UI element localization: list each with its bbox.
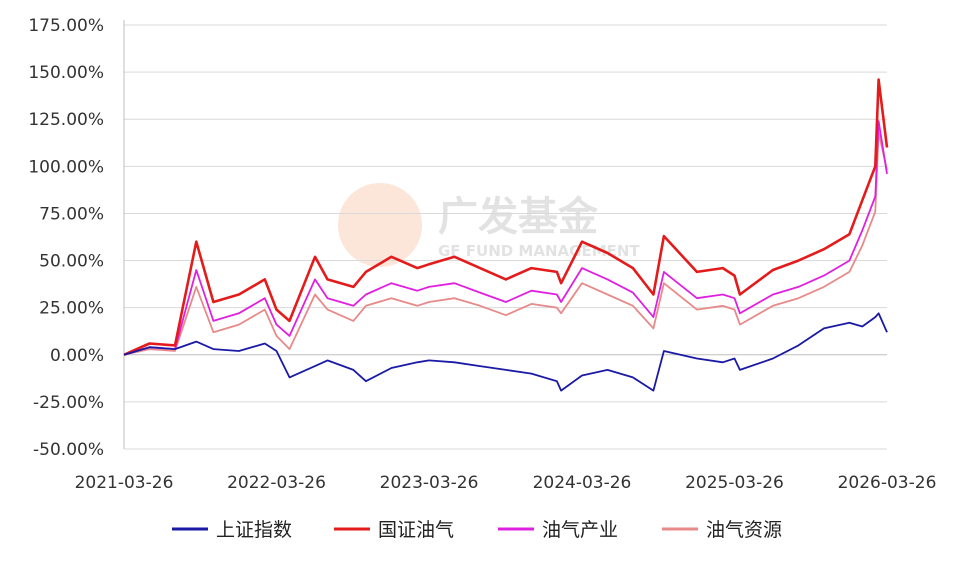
x-tick-label: 2023-03-26	[380, 473, 479, 493]
x-tick-label: 2026-03-26	[838, 473, 937, 493]
watermark-sub-text: GF FUND MANAGEMENT	[438, 242, 640, 260]
series-lines	[123, 78, 889, 392]
watermark-brand-text: 广发基金	[438, 194, 599, 240]
series-line-2	[123, 78, 889, 356]
legend-label: 上证指数	[216, 519, 292, 541]
y-tick-label: -25.00%	[33, 393, 104, 413]
x-tick-label: 2022-03-26	[227, 473, 326, 493]
y-axis-labels: 175.00% 150.00% 125.00% 100.00% 75.00% 50.00%…	[28, 16, 104, 460]
watermark: 广发基金 GF FUND MANAGEMENT	[338, 183, 640, 267]
x-tick-label: 2021-03-26	[75, 473, 174, 493]
y-tick-label: 150.00%	[28, 63, 104, 83]
y-tick-label: 0.00%	[50, 346, 104, 366]
series-line-3	[123, 120, 888, 356]
y-tick-label: 175.00%	[28, 16, 104, 36]
x-tick-label: 2024-03-26	[533, 473, 632, 493]
series-line-1	[123, 312, 888, 392]
axes	[123, 20, 887, 449]
y-tick-label: 25.00%	[39, 299, 104, 319]
legend-label: 国证油气	[378, 519, 454, 541]
watermark-logo-icon	[338, 183, 422, 267]
grid-lines	[124, 24, 887, 450]
series-line-4	[123, 131, 888, 356]
legend: 上证指数 国证油气 油气产业 油气资源	[172, 519, 782, 541]
y-tick-label: 50.00%	[39, 252, 104, 272]
y-tick-label: 75.00%	[39, 204, 104, 224]
y-tick-label: 100.00%	[28, 157, 104, 177]
legend-label: 油气产业	[542, 519, 618, 541]
y-tick-label: 125.00%	[28, 110, 104, 130]
x-tick-label: 2025-03-26	[685, 473, 784, 493]
x-axis-labels: 2021-03-26 2022-03-26 2023-03-26 2024-03-26…	[75, 473, 937, 493]
legend-label: 油气资源	[706, 519, 782, 541]
y-tick-label: -50.00%	[33, 440, 104, 460]
